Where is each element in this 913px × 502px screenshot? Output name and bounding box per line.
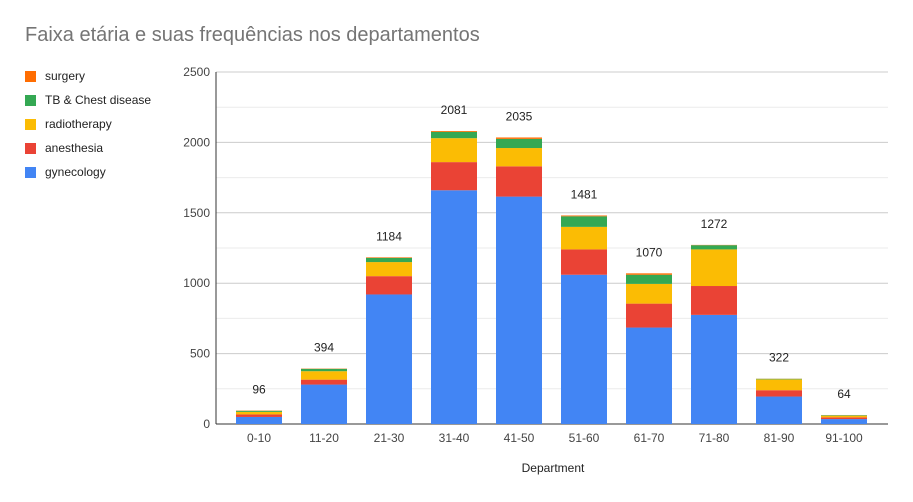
- bar-segment: [366, 276, 412, 295]
- bar-segment: [691, 249, 737, 287]
- bar-segment: [821, 417, 867, 420]
- bar-segment: [496, 196, 542, 424]
- bar-segment: [561, 274, 607, 424]
- x-tick-label: 91-100: [825, 431, 863, 445]
- x-tick-label: 41-50: [504, 431, 535, 445]
- legend-swatch: [25, 166, 36, 178]
- bar-segment: [561, 226, 607, 250]
- x-tick-label: 21-30: [374, 431, 405, 445]
- bar-segment: [561, 249, 607, 275]
- bar-segment: [236, 414, 282, 417]
- bar-segment: [691, 245, 737, 250]
- bar-segment: [561, 215, 607, 217]
- bar-segment: [236, 416, 282, 424]
- y-tick-label: 0: [203, 417, 210, 431]
- bar-segment: [496, 148, 542, 167]
- y-tick-label: 2000: [183, 135, 210, 149]
- total-label: 1070: [636, 245, 663, 259]
- bar-segment: [301, 368, 347, 372]
- legend: surgery TB & Chest disease radiotherapy ane…: [25, 64, 151, 184]
- bar-segment: [236, 410, 282, 412]
- bar-segment: [626, 274, 672, 284]
- bar-segment: [626, 327, 672, 424]
- legend-label: TB & Chest disease: [45, 93, 152, 107]
- x-tick-label: 81-90: [764, 431, 795, 445]
- total-label: 1184: [376, 229, 402, 243]
- bar-segment: [366, 257, 412, 263]
- bar-segment: [431, 162, 477, 191]
- bar-segment: [626, 273, 672, 275]
- bar-segment: [691, 314, 737, 424]
- bar-segment: [236, 411, 282, 415]
- total-label: 2035: [506, 109, 533, 123]
- bar-segment: [561, 216, 607, 227]
- bar-segment: [821, 419, 867, 424]
- chart-title: Faixa etária e suas frequências nos depa…: [25, 24, 480, 46]
- legend-item: anesthesia: [25, 136, 151, 160]
- bar-segment: [366, 262, 412, 277]
- bar-segment: [366, 257, 412, 258]
- x-tick-label: 0-10: [247, 431, 271, 445]
- bar-segment: [431, 131, 477, 139]
- bar-segment: [496, 138, 542, 149]
- total-label: 1272: [701, 217, 728, 231]
- legend-label: anesthesia: [45, 141, 104, 155]
- y-tick-label: 2500: [183, 65, 210, 79]
- bar-segment: [626, 283, 672, 304]
- bar-segment: [756, 396, 802, 424]
- total-label: 96: [252, 382, 266, 396]
- bar-segment: [756, 390, 802, 397]
- legend-label: surgery: [45, 69, 86, 83]
- bar-segment: [756, 379, 802, 391]
- y-tick-label: 1000: [183, 276, 210, 290]
- bar-segment: [821, 415, 867, 418]
- bar-segment: [301, 379, 347, 385]
- x-tick-label: 11-20: [309, 431, 339, 445]
- bar-segment: [496, 166, 542, 197]
- legend-swatch: [25, 142, 36, 154]
- bar-segment: [301, 384, 347, 424]
- bar-segment: [301, 371, 347, 380]
- y-tick-label: 1500: [183, 206, 210, 220]
- bar-segment: [821, 415, 867, 416]
- legend-swatch: [25, 70, 36, 82]
- total-label: 322: [769, 351, 789, 365]
- x-tick-label: 51-60: [569, 431, 600, 445]
- bar-segment: [756, 378, 802, 380]
- x-tick-label: 61-70: [634, 431, 665, 445]
- legend-swatch: [25, 94, 36, 106]
- bar-segment: [626, 303, 672, 328]
- legend-item: surgery: [25, 64, 151, 88]
- total-label: 1481: [571, 187, 598, 201]
- legend-item: gynecology: [25, 160, 151, 184]
- total-label: 64: [837, 387, 851, 401]
- bar-segment: [366, 294, 412, 424]
- legend-item: radiotherapy: [25, 112, 151, 136]
- bar-segment: [496, 137, 542, 139]
- x-axis-title: Department: [521, 461, 585, 475]
- legend-swatch: [25, 118, 36, 130]
- legend-label: gynecology: [45, 165, 106, 179]
- bar-segment: [431, 138, 477, 163]
- bar-segment: [691, 286, 737, 315]
- bar-segment: [431, 130, 477, 132]
- legend-item: TB & Chest disease: [25, 88, 151, 112]
- total-label: 394: [314, 341, 334, 355]
- x-tick-label: 31-40: [439, 431, 470, 445]
- legend-label: radiotherapy: [45, 117, 112, 131]
- total-label: 2081: [441, 103, 468, 117]
- bar-segment: [431, 190, 477, 424]
- x-tick-label: 71-80: [699, 431, 730, 445]
- y-tick-label: 500: [190, 347, 210, 361]
